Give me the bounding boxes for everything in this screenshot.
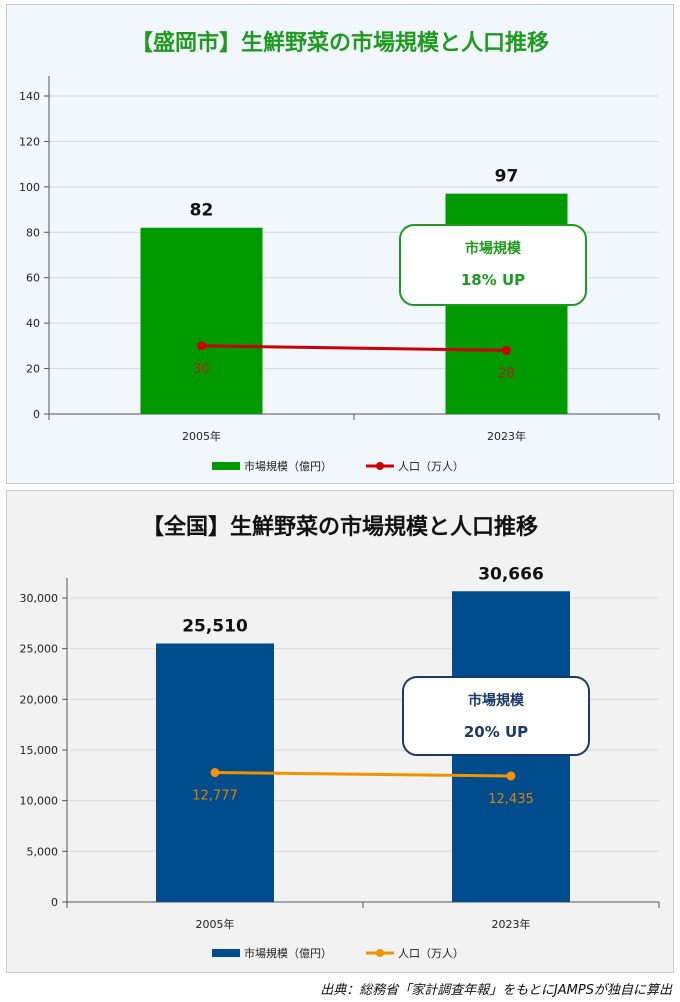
annotation-line1: 市場規模 (465, 240, 522, 257)
y-tick-label: 5,000 (27, 845, 59, 858)
annotation-box (402, 676, 590, 756)
bar-value-label: 82 (190, 201, 214, 221)
y-tick-label: 30,000 (20, 592, 59, 605)
chart-panel-morioka: 【盛岡市】生鮮野菜の市場規模と人口推移 0 20 40 60 80 100 120 140 82… (6, 4, 674, 484)
legend-swatch-bar (212, 949, 240, 957)
line-value-label: 12,435 (488, 792, 534, 807)
chart-title: 【盛岡市】生鮮野菜の市場規模と人口推移 (130, 31, 549, 56)
y-tick-label: 100 (19, 181, 40, 194)
y-tick-label: 60 (26, 272, 40, 285)
y-tick-label: 80 (26, 226, 40, 239)
y-tick-label: 20 (26, 363, 40, 376)
bar-value-label: 25,510 (182, 616, 248, 636)
legend-label: 人口（万人） (398, 460, 464, 473)
y-tick-label: 20,000 (20, 693, 59, 706)
chart-morioka: 0 20 40 60 80 100 120 140 82 97 2005年 2023年 市場規模 18% … (19, 76, 660, 473)
y-tick-label: 15,000 (20, 744, 59, 757)
line-point (502, 345, 511, 355)
x-tick-label: 2005年 (196, 917, 235, 931)
annotation-line2: 18% UP (461, 271, 525, 289)
y-tick-label: 120 (19, 135, 40, 148)
x-tick-label: 2023年 (487, 429, 526, 443)
annotation-line1: 市場規模 (468, 692, 525, 709)
y-tick-label: 25,000 (20, 643, 59, 656)
line-value-label: 30 (193, 362, 210, 377)
chart-panel-national: 【全国】生鮮野菜の市場規模と人口推移 0 5,000 10,000 15,000 20,… (6, 490, 674, 973)
annotation-line2: 20% UP (464, 723, 528, 741)
line-point (197, 341, 206, 351)
source-note: 出典：総務省「家計調査年報」をもとにJAMPSが独自に算出 (320, 983, 672, 998)
chart-title: 【全国】生鮮野菜の市場規模と人口推移 (141, 515, 538, 540)
series-line (201, 344, 507, 352)
x-tick-label: 2005年 (182, 429, 221, 443)
legend-swatch-bar (212, 462, 240, 470)
line-value-label: 28 (498, 366, 515, 381)
x-tick-label: 2023年 (492, 917, 531, 931)
legend-label: 市場規模（億円） (244, 459, 332, 473)
line-value-label: 12,777 (192, 789, 238, 804)
bar-value-label: 30,666 (478, 564, 544, 584)
line-point (210, 768, 220, 778)
legend-label: 市場規模（億円） (244, 946, 332, 960)
legend-label: 人口（万人） (398, 947, 464, 960)
legend-marker (376, 949, 384, 957)
series-line (214, 771, 512, 778)
bar (140, 227, 263, 414)
y-tick-label: 40 (26, 317, 40, 330)
line-point (506, 771, 516, 781)
bar-value-label: 97 (495, 167, 519, 187)
legend-marker (376, 462, 384, 470)
y-tick-label: 0 (33, 408, 40, 421)
annotation-box (399, 224, 587, 306)
chart-national: 0 5,000 10,000 15,000 20,000 25,000 30,000 25,5… (20, 564, 660, 960)
y-tick-label: 0 (51, 896, 58, 909)
y-tick-label: 140 (19, 90, 40, 103)
y-tick-label: 10,000 (20, 795, 59, 808)
